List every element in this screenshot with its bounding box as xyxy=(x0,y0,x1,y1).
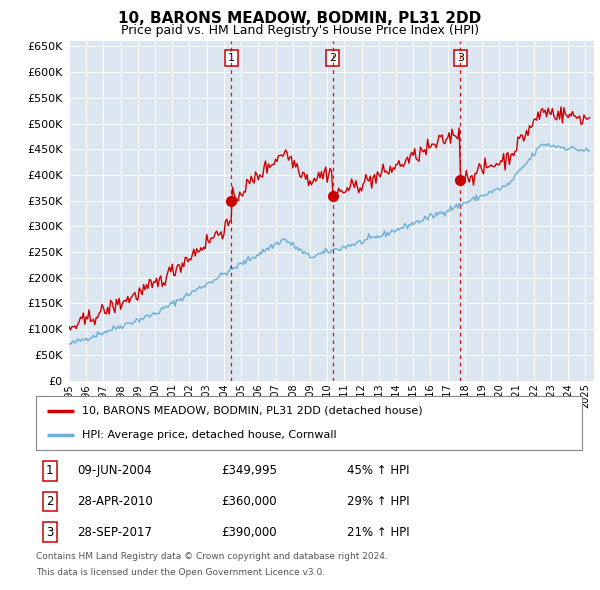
Text: 1: 1 xyxy=(228,53,235,63)
Text: 1: 1 xyxy=(46,464,53,477)
Text: 29% ↑ HPI: 29% ↑ HPI xyxy=(347,495,410,508)
Text: £390,000: £390,000 xyxy=(221,526,277,539)
Text: 3: 3 xyxy=(457,53,464,63)
Text: Price paid vs. HM Land Registry's House Price Index (HPI): Price paid vs. HM Land Registry's House … xyxy=(121,24,479,37)
Text: This data is licensed under the Open Government Licence v3.0.: This data is licensed under the Open Gov… xyxy=(36,568,325,576)
Text: 45% ↑ HPI: 45% ↑ HPI xyxy=(347,464,410,477)
Text: 2: 2 xyxy=(46,495,53,508)
Text: 3: 3 xyxy=(46,526,53,539)
Text: Contains HM Land Registry data © Crown copyright and database right 2024.: Contains HM Land Registry data © Crown c… xyxy=(36,552,388,561)
Text: 28-APR-2010: 28-APR-2010 xyxy=(77,495,152,508)
Text: 09-JUN-2004: 09-JUN-2004 xyxy=(77,464,152,477)
Text: 10, BARONS MEADOW, BODMIN, PL31 2DD: 10, BARONS MEADOW, BODMIN, PL31 2DD xyxy=(118,11,482,25)
Text: HPI: Average price, detached house, Cornwall: HPI: Average price, detached house, Corn… xyxy=(82,430,337,440)
Text: £349,995: £349,995 xyxy=(221,464,278,477)
Text: 28-SEP-2017: 28-SEP-2017 xyxy=(77,526,152,539)
Text: 21% ↑ HPI: 21% ↑ HPI xyxy=(347,526,410,539)
Text: 10, BARONS MEADOW, BODMIN, PL31 2DD (detached house): 10, BARONS MEADOW, BODMIN, PL31 2DD (det… xyxy=(82,406,423,416)
Text: 2: 2 xyxy=(329,53,336,63)
Text: £360,000: £360,000 xyxy=(221,495,277,508)
